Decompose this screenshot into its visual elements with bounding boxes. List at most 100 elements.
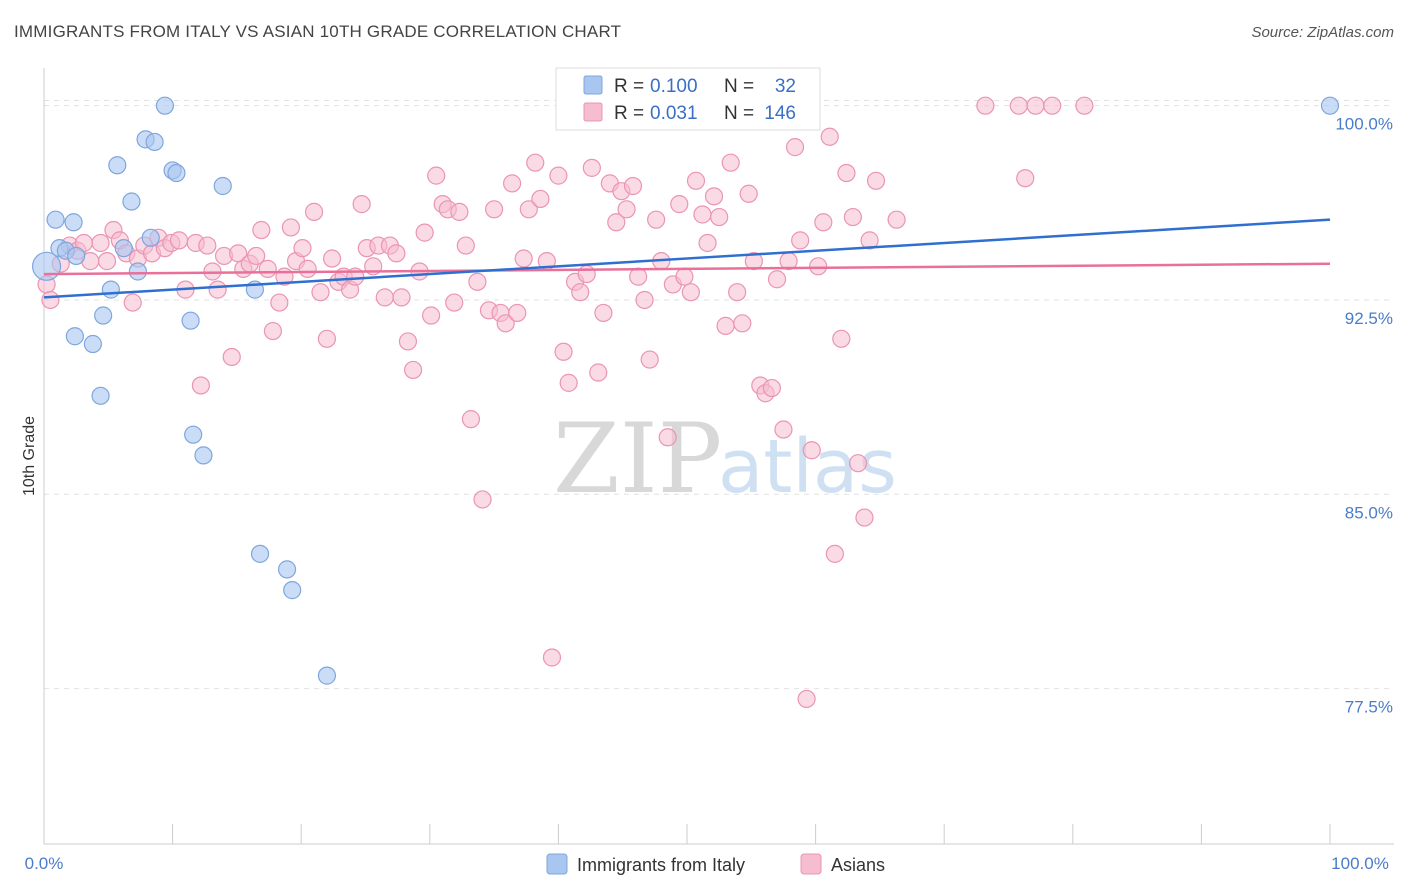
- italy-point: [155, 96, 174, 115]
- asian-point: [450, 202, 469, 221]
- italy-point: [167, 163, 186, 183]
- asian-point: [767, 270, 787, 289]
- asian-point: [208, 280, 227, 299]
- legend-italy-r-value: 0.100: [650, 76, 698, 97]
- asian-point: [542, 648, 562, 667]
- watermark-atlas: atlas: [718, 424, 897, 510]
- asian-point: [698, 233, 717, 253]
- asian-point: [582, 158, 601, 177]
- asian-trend-line: [43, 262, 1331, 276]
- asian-point: [549, 166, 568, 185]
- asian-point: [825, 544, 844, 563]
- italy-point: [101, 280, 120, 299]
- y-tick-label: 85.0%: [1345, 503, 1393, 522]
- italy-point: [194, 446, 213, 465]
- asian-point: [317, 329, 337, 348]
- y-tick-label: 92.5%: [1345, 309, 1393, 328]
- stats-legend: R = 0.100 N = 32 R = 0.031 N = 146: [555, 67, 821, 131]
- asian-point: [571, 283, 590, 302]
- chart-title: IMMIGRANTS FROM ITALY VS ASIAN 10TH GRAD…: [14, 22, 622, 41]
- asian-point: [352, 195, 371, 214]
- asian-point: [744, 252, 763, 271]
- italy-point: [94, 306, 113, 325]
- asian-point: [589, 363, 608, 382]
- asian-point: [848, 454, 868, 473]
- italy-point: [114, 239, 133, 258]
- asian-point: [785, 138, 805, 157]
- asian-point: [247, 246, 266, 266]
- asian-point: [526, 153, 545, 172]
- italy-points: [31, 96, 1340, 685]
- asian-point: [797, 689, 816, 709]
- asian-point: [635, 290, 654, 310]
- asian-point: [832, 329, 851, 348]
- asian-point: [728, 283, 747, 302]
- asian-point: [191, 376, 210, 395]
- asian-point: [427, 166, 446, 185]
- asian-point: [976, 96, 995, 115]
- italy-point: [283, 581, 302, 600]
- asian-point: [629, 267, 648, 286]
- asian-point: [733, 314, 752, 333]
- asian-point: [41, 290, 60, 310]
- italy-point: [122, 192, 141, 211]
- legend-asian-n-label: N =: [724, 103, 754, 124]
- asian-point: [623, 176, 643, 196]
- bottom-legend-label-italy: Immigrants from Italy: [577, 855, 745, 875]
- asian-point: [97, 252, 117, 271]
- asian-point: [814, 213, 833, 232]
- asian-point: [647, 210, 666, 229]
- italy-point: [108, 156, 127, 175]
- asian-point: [508, 303, 527, 323]
- asian-point: [415, 223, 434, 242]
- asian-point: [322, 249, 342, 268]
- asian-point: [710, 207, 729, 227]
- asian-point: [473, 490, 492, 509]
- y-tick-label: 77.5%: [1345, 698, 1393, 717]
- italy-point: [141, 228, 160, 247]
- asian-point: [222, 347, 241, 367]
- legend-asian-r-value: 0.031: [650, 103, 698, 124]
- asian-point: [375, 288, 394, 307]
- watermark: ZIP atlas: [553, 403, 897, 515]
- asian-point: [686, 171, 706, 190]
- bottom-legend-swatch-asian: [800, 853, 822, 875]
- italy-trend-line: [43, 218, 1331, 299]
- legend-swatch-italy: [583, 75, 603, 95]
- asian-point: [1009, 96, 1028, 115]
- asian-point: [252, 220, 271, 240]
- bottom-legend-swatch-italy: [546, 853, 568, 875]
- asian-point: [531, 189, 550, 209]
- asian-point: [860, 231, 879, 250]
- asian-point: [387, 244, 406, 263]
- italy-point: [65, 327, 84, 346]
- asian-point: [739, 184, 758, 203]
- asian-point: [421, 306, 441, 325]
- legend-asian-n-value: 146: [764, 103, 796, 124]
- asian-point: [774, 420, 793, 439]
- italy-point: [213, 176, 232, 196]
- asian-point: [258, 259, 277, 278]
- italy-point: [46, 210, 65, 229]
- asian-point: [123, 293, 142, 312]
- asian-point: [514, 249, 533, 268]
- asian-point: [169, 231, 189, 250]
- asian-point: [263, 321, 283, 341]
- asian-point: [311, 283, 330, 302]
- asian-point: [293, 239, 312, 258]
- asian-point: [559, 373, 578, 392]
- asian-point: [461, 410, 481, 429]
- legend-italy-r-label: R =: [614, 76, 644, 97]
- asian-point: [456, 236, 475, 255]
- asian-point: [485, 200, 504, 219]
- asian-point: [281, 218, 301, 237]
- italy-point: [83, 334, 102, 354]
- y-tick-label: 100.0%: [1335, 115, 1393, 134]
- asian-point: [809, 257, 828, 276]
- legend-swatch-asian: [583, 102, 603, 122]
- y-axis-label: 10th Grade: [21, 416, 38, 496]
- asian-point: [675, 267, 694, 286]
- x-tick-label-max: 100.0%: [1331, 854, 1389, 873]
- italy-point: [91, 386, 110, 405]
- asian-point: [693, 205, 712, 224]
